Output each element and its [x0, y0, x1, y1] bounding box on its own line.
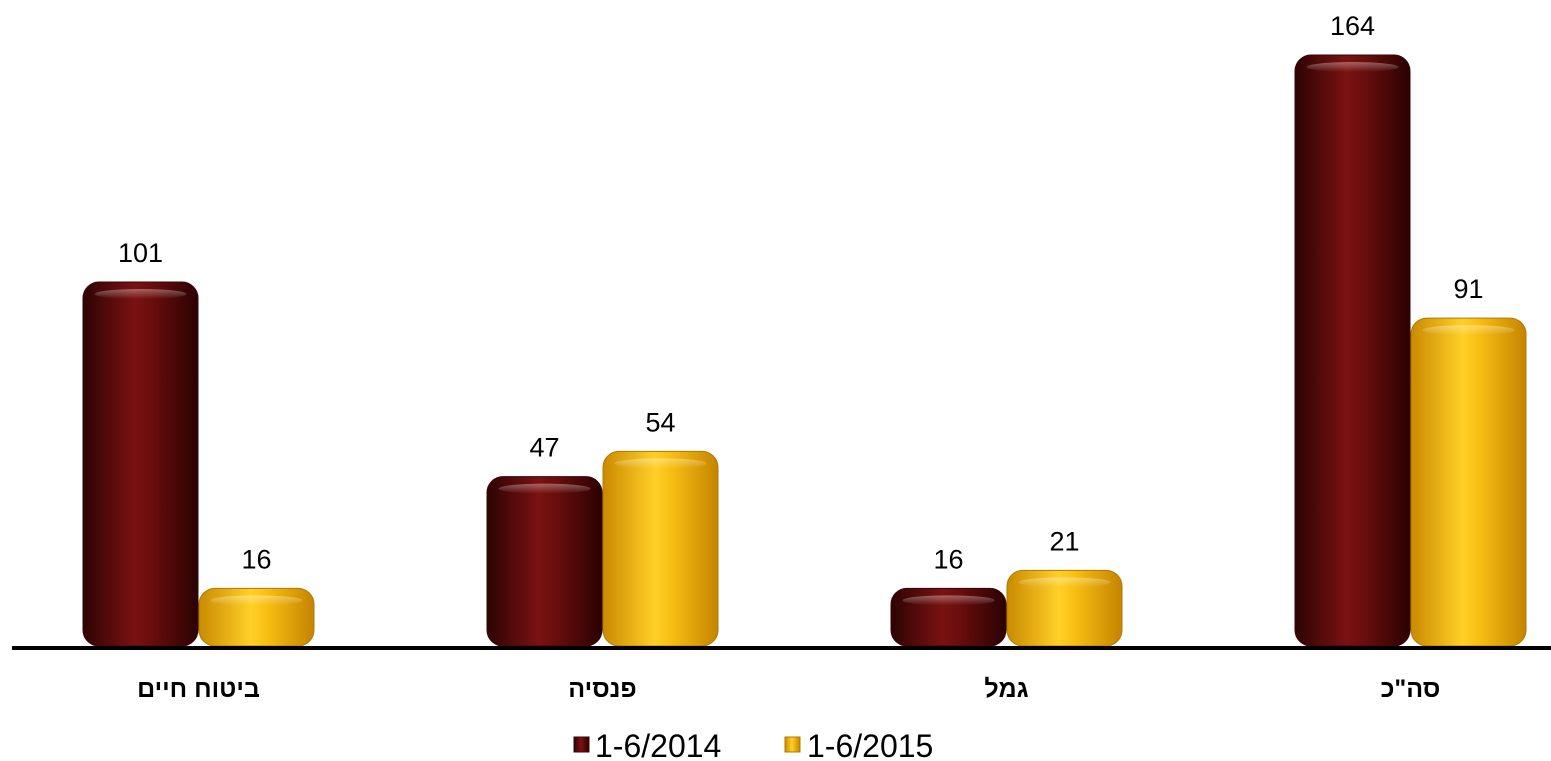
- bar-2014-3: [1294, 54, 1411, 647]
- legend-label-2015: 1-6/2015: [807, 728, 933, 761]
- category-labels-group: ביטוח חיים פנסיה גמל סה"כ: [137, 675, 1440, 703]
- legend: 1-6/2014 1-6/2015: [573, 728, 933, 761]
- bar-highlight-2014-1: [498, 483, 591, 494]
- legend-label-2014: 1-6/2014: [595, 728, 721, 761]
- data-label-2014-2: 16: [933, 544, 963, 574]
- bar-highlight-2014-0: [94, 289, 187, 300]
- legend-swatch-2014: [573, 736, 590, 753]
- legend-swatch-2015: [784, 736, 801, 753]
- data-label-2015-0: 16: [241, 544, 271, 574]
- bar-highlight-2015-2: [1018, 577, 1111, 588]
- data-label-2015-3: 91: [1453, 274, 1483, 304]
- category-label-3: סה"כ: [1381, 675, 1441, 703]
- data-label-2014-1: 47: [529, 433, 559, 463]
- bars-group: [82, 54, 1527, 647]
- data-label-2014-3: 164: [1330, 11, 1375, 41]
- bar-highlight-2015-0: [210, 595, 303, 606]
- bar-highlight-2015-3: [1422, 325, 1515, 336]
- bar-2014-0: [82, 281, 199, 647]
- bar-2015-1: [602, 450, 719, 647]
- category-label-0: ביטוח חיים: [137, 675, 260, 703]
- data-label-2014-0: 101: [118, 238, 163, 268]
- bar-highlight-2014-2: [902, 595, 995, 606]
- bar-2014-1: [486, 476, 603, 647]
- data-label-2015-1: 54: [645, 407, 675, 437]
- bar-highlight-2014-3: [1306, 62, 1399, 72]
- data-label-2015-2: 21: [1049, 526, 1079, 556]
- bar-2015-3: [1410, 317, 1527, 647]
- category-label-1: פנסיה: [568, 675, 636, 703]
- bar-highlight-2015-1: [614, 458, 707, 469]
- category-label-2: גמל: [984, 675, 1028, 703]
- value-labels-group: 101 16 47 54 16 21 164 91: [118, 11, 1484, 574]
